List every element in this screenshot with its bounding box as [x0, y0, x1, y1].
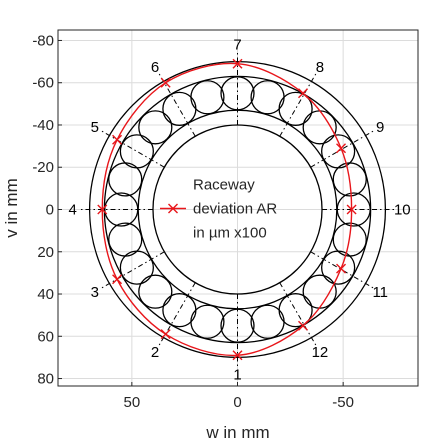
marker-stroke: [97, 204, 108, 215]
y-tick-label: -40: [32, 117, 54, 134]
deviation-marker-11: [336, 263, 347, 274]
deviation-marker-1: [232, 350, 243, 361]
y-tick-label: 80: [37, 371, 54, 388]
marker-stroke: [336, 263, 347, 274]
marker-stroke: [112, 134, 123, 145]
position-label-12: 12: [312, 344, 329, 361]
deviation-marker-12: [298, 320, 308, 331]
legend-text-2: deviation AR: [193, 201, 277, 218]
marker-stroke: [298, 320, 308, 331]
y-tick-label: 0: [46, 202, 54, 219]
deviation-marker-2: [160, 329, 171, 340]
data-series: [97, 58, 357, 361]
roller: [108, 222, 143, 257]
legend-text-1: Raceway: [193, 177, 255, 194]
deviation-marker-10: [346, 204, 357, 215]
x-tick-label: -50: [332, 394, 354, 411]
y-tick-label: 60: [37, 328, 54, 345]
roller: [138, 110, 173, 145]
position-label-8: 8: [316, 59, 324, 76]
marker-stroke: [232, 350, 243, 361]
position-label-10: 10: [394, 202, 411, 219]
y-tick-label: -20: [32, 159, 54, 176]
marker-stroke: [232, 58, 243, 69]
position-label-5: 5: [91, 119, 99, 136]
deviation-marker-4: [97, 204, 108, 215]
ticks: 50 0 -50 -80 -60 -40 -20 0 20 40 60 80: [32, 32, 354, 411]
marker-stroke: [298, 88, 308, 99]
position-label-9: 9: [376, 119, 384, 136]
x-tick-label: 50: [124, 394, 141, 411]
roller: [190, 304, 225, 339]
legend: Raceway deviation AR in µm x100: [160, 177, 277, 242]
legend-text-3: in µm x100: [193, 225, 267, 242]
roller: [332, 162, 367, 197]
deviation-marker-9: [336, 143, 347, 154]
position-label-1: 1: [233, 366, 241, 383]
deviation-marker-6: [160, 77, 171, 88]
position-label-4: 4: [69, 202, 77, 219]
position-label-2: 2: [151, 344, 159, 361]
roller: [250, 304, 285, 339]
x-axis-label: w in mm: [205, 423, 269, 442]
y-axis-label: v in mm: [2, 178, 21, 238]
marker-stroke: [336, 143, 347, 154]
marker-stroke: [160, 329, 171, 340]
roller: [190, 80, 225, 115]
deviation-marker-8: [298, 88, 308, 99]
roller: [332, 222, 367, 257]
y-tick-label: 40: [37, 286, 54, 303]
position-label-6: 6: [151, 59, 159, 76]
deviation-marker-5: [112, 134, 123, 145]
marker-stroke: [346, 204, 357, 215]
deviation-marker-3: [112, 274, 123, 285]
y-tick-label: 20: [37, 244, 54, 261]
marker-stroke: [160, 77, 171, 88]
roller: [250, 80, 285, 115]
position-label-3: 3: [91, 284, 99, 301]
x-tick-label: 0: [233, 394, 241, 411]
marker-stroke: [112, 274, 123, 285]
roller: [108, 162, 143, 197]
y-tick-label: -80: [32, 32, 54, 49]
bearing-drawing: [79, 51, 396, 368]
roller: [138, 274, 173, 309]
deviation-marker-7: [232, 58, 243, 69]
position-label-7: 7: [233, 37, 241, 54]
legend-marker-stroke: [168, 203, 178, 214]
position-label-11: 11: [372, 284, 388, 301]
y-tick-label: -60: [32, 75, 54, 92]
